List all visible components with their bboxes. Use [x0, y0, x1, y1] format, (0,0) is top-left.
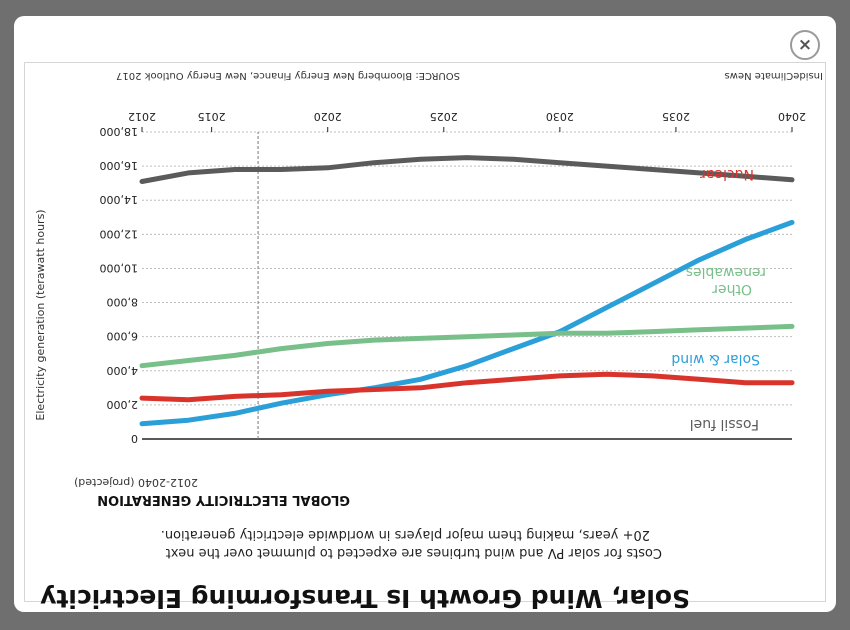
y-tick-label: 18,000: [100, 125, 139, 138]
publisher-credit: InsideClimate News: [725, 70, 823, 81]
x-tick-label: 2040: [778, 110, 806, 123]
series-line-fossil-fuel: [139, 155, 795, 184]
y-tick-label: 14,000: [100, 193, 139, 206]
x-tick-label: 2035: [662, 110, 690, 123]
series-label-other-renewables: Otherrenewables: [686, 264, 766, 297]
series-label-nuclear: Nuclear: [700, 166, 754, 182]
x-tick-label: 2012: [128, 110, 156, 123]
y-axis-label: Electricity generation (terawatt hours): [34, 209, 47, 420]
chart-frame: [24, 62, 826, 602]
chart-description-line1: Costs for solar PV and wind turbines are…: [166, 545, 662, 560]
series-line-solar-wind: [139, 219, 795, 427]
series-layer: [139, 155, 795, 427]
chart-modal: [14, 16, 836, 612]
x-tick-label: 2020: [314, 110, 342, 123]
chart-date-range: 2012-2040 (projected): [74, 476, 198, 489]
series-line-nuclear: [139, 371, 795, 403]
y-tick-label: 2,000: [107, 398, 139, 411]
chart-subtitle: GLOBAL ELECTRICITY GENERATION: [97, 492, 350, 507]
grid-layer: [142, 131, 792, 440]
rotated-figure: Solar, Wind Growth Is Transforming Elect…: [34, 70, 823, 613]
y-tick-label: 16,000: [100, 159, 139, 172]
close-icon[interactable]: ×: [797, 35, 813, 55]
x-tick-label: 2030: [546, 110, 574, 123]
series-label-fossil-fuel: Fossil fuel: [690, 416, 759, 432]
y-tick-label: 8,000: [107, 296, 139, 309]
tick-layer: 0 2,000 4,000 6,000 8,000 10,000 12,000 14,000 1…: [100, 110, 807, 445]
series-line-other-renewables: [139, 323, 795, 369]
chart-description-line2: 20+ years, making them major players in …: [161, 527, 650, 542]
y-tick-label: 6,000: [107, 330, 139, 343]
x-tick-label: 2015: [198, 110, 226, 123]
chart-headline: Solar, Wind Growth Is Transforming Elect…: [40, 584, 690, 613]
y-tick-label: 12,000: [100, 227, 139, 240]
series-label-layer: Fossil fuel Solar & wind Otherrenewables Nu…: [671, 166, 766, 432]
y-tick-label: 4,000: [107, 364, 139, 377]
y-tick-label: 0: [131, 432, 138, 445]
source-note: SOURCE: Bloomberg New Energy Finance, Ne…: [116, 70, 460, 81]
series-label-solar-wind: Solar & wind: [671, 351, 760, 367]
y-tick-label: 10,000: [100, 261, 139, 274]
x-tick-label: 2025: [430, 110, 458, 123]
close-button[interactable]: ×: [790, 30, 820, 60]
